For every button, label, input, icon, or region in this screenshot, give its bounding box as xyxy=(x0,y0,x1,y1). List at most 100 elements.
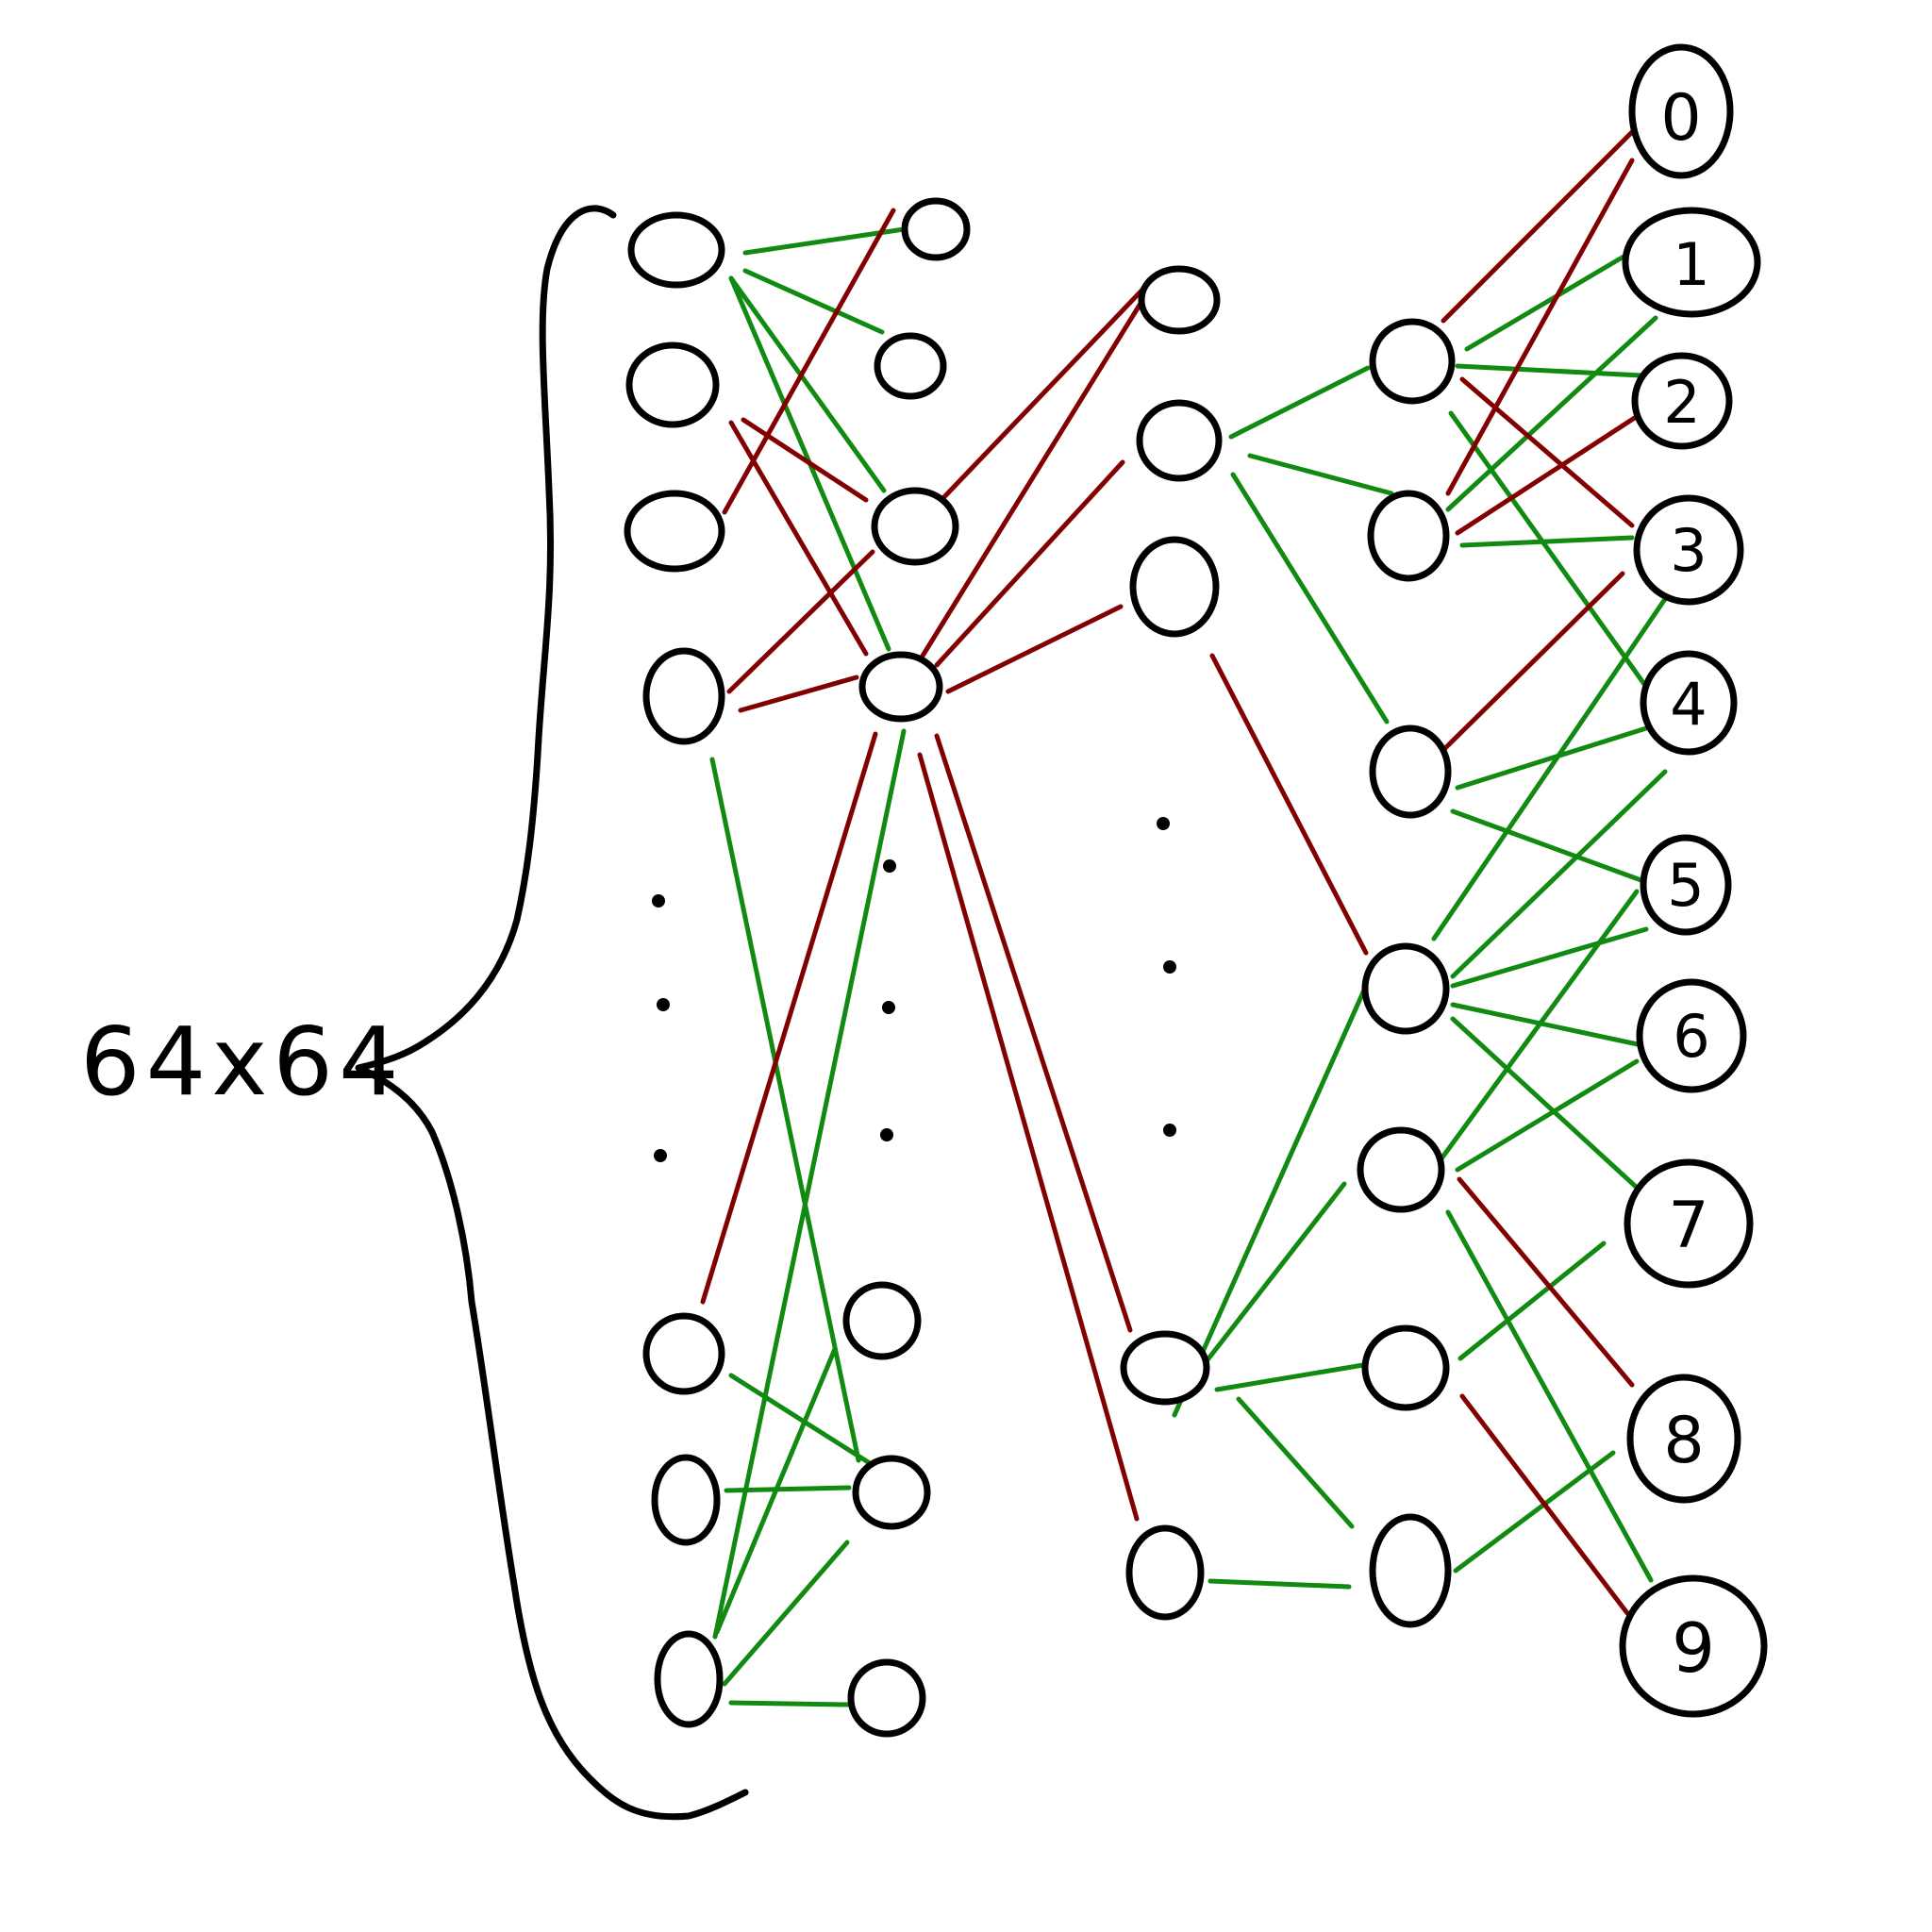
hidden1-ellipsis-dot xyxy=(882,1001,895,1014)
input-neuron xyxy=(624,490,725,573)
negative-connection xyxy=(1209,653,1369,956)
negative-connection xyxy=(741,417,869,503)
positive-connection xyxy=(1172,983,1369,1418)
positive-connection xyxy=(712,728,907,1640)
hidden1-ellipsis-dot xyxy=(883,859,896,873)
input-ellipsis-dot xyxy=(654,1149,667,1162)
output-neuron-8 xyxy=(1626,1374,1741,1504)
positive-connection xyxy=(728,1373,875,1468)
negative-connection xyxy=(1441,571,1625,753)
output-layer: 0 1 2 3 4 5 6 7 8 9 xyxy=(1619,43,1768,1718)
output-label-6: 6 xyxy=(1673,1002,1709,1071)
output-neuron-5 xyxy=(1640,834,1732,936)
output-neuron-0 xyxy=(1628,43,1734,179)
negative-connection xyxy=(917,299,1144,663)
positive-connection xyxy=(724,1485,852,1493)
positive-connection xyxy=(1453,1450,1616,1574)
input-ellipsis-dot xyxy=(652,894,665,908)
hidden1-neuron xyxy=(847,1658,926,1738)
negative-connection xyxy=(917,752,1140,1522)
hidden3-neuron xyxy=(1369,1513,1452,1628)
hidden3-neuron xyxy=(1361,1324,1450,1411)
positive-connection xyxy=(742,268,885,335)
output-neuron-4 xyxy=(1640,650,1738,756)
positive-connection xyxy=(728,1700,852,1707)
negative-connection xyxy=(738,675,859,713)
negative-connection xyxy=(934,733,1133,1333)
hidden1-neuron xyxy=(852,1455,931,1530)
positive-connection xyxy=(709,757,861,1463)
positive-connection xyxy=(1450,926,1649,989)
hidden-layer-2 xyxy=(1120,265,1223,1621)
negative-connection xyxy=(1459,1393,1630,1616)
input-neuron xyxy=(654,1630,724,1728)
hidden3-neuron xyxy=(1361,942,1450,1035)
output-label-1: 1 xyxy=(1673,230,1709,299)
hidden1-neuron xyxy=(871,487,959,566)
positive-connection xyxy=(714,1346,838,1635)
hidden1-neuron xyxy=(874,332,947,400)
hidden2-ellipsis-dot xyxy=(1163,1124,1176,1137)
hidden2-neuron xyxy=(1136,399,1223,482)
output-neuron-7 xyxy=(1624,1158,1754,1289)
positive-connection xyxy=(1434,889,1640,1168)
hidden1-neuron xyxy=(842,1281,922,1360)
output-neuron-1 xyxy=(1622,207,1761,318)
hidden3-neuron xyxy=(1369,318,1456,405)
positive-connection xyxy=(722,1540,850,1687)
output-label-4: 4 xyxy=(1670,670,1707,739)
input-neuron xyxy=(642,647,725,745)
negative-connection xyxy=(1445,158,1635,496)
hidden1-neuron xyxy=(901,197,971,261)
output-label-8: 8 xyxy=(1663,1404,1704,1478)
negative-connection xyxy=(934,459,1125,668)
positive-connection xyxy=(1228,365,1371,440)
hidden-layer-1 xyxy=(842,197,971,1738)
input-size-label: 64x64 xyxy=(80,1007,405,1117)
output-label-0: 0 xyxy=(1660,81,1701,156)
input-brace xyxy=(355,205,749,1821)
negative-connection xyxy=(945,604,1124,694)
hidden1-neuron xyxy=(858,651,943,723)
hidden2-neuron xyxy=(1125,1524,1205,1621)
output-neuron-6 xyxy=(1636,978,1747,1093)
input-neuron xyxy=(651,1454,721,1546)
hidden2-ellipsis-dot xyxy=(1163,960,1176,974)
positive-connection xyxy=(1200,1181,1347,1369)
output-neuron-3 xyxy=(1633,494,1744,606)
positive-connection xyxy=(1450,1016,1649,1199)
input-layer xyxy=(624,211,725,1728)
hidden1-ellipsis-dot xyxy=(880,1128,893,1141)
input-ellipsis-dot xyxy=(657,998,670,1011)
negative-connection xyxy=(726,549,875,694)
negative-connection xyxy=(1457,1176,1635,1388)
negative-connection xyxy=(936,285,1147,506)
positive-connection xyxy=(1445,1209,1654,1583)
positive-connection xyxy=(1214,1362,1366,1392)
positive-connection xyxy=(1459,535,1635,548)
positive-connection xyxy=(1445,315,1658,512)
negative-connection xyxy=(728,420,869,657)
output-label-3: 3 xyxy=(1670,516,1707,585)
negative-connection xyxy=(700,731,878,1305)
positive-connection xyxy=(1450,1002,1654,1050)
hidden-layer-3 xyxy=(1357,318,1456,1628)
positive-connection xyxy=(1431,596,1668,941)
positive-connection xyxy=(1450,808,1649,885)
input-neuron xyxy=(627,211,725,289)
positive-connection xyxy=(1230,472,1390,724)
connections xyxy=(700,129,1668,1707)
output-label-9: 9 xyxy=(1672,1608,1715,1688)
negative-connection xyxy=(1459,376,1635,528)
hidden2-ellipsis-dot xyxy=(1157,817,1170,830)
positive-connection xyxy=(1236,1396,1355,1529)
positive-connection xyxy=(728,275,887,493)
output-label-2: 2 xyxy=(1663,368,1700,437)
positive-connection xyxy=(1457,1241,1607,1361)
hidden2-neuron xyxy=(1129,536,1220,638)
positive-connection xyxy=(1450,769,1668,979)
input-neuron xyxy=(625,341,720,428)
hidden3-neuron xyxy=(1367,490,1450,582)
negative-connection xyxy=(1455,408,1649,536)
